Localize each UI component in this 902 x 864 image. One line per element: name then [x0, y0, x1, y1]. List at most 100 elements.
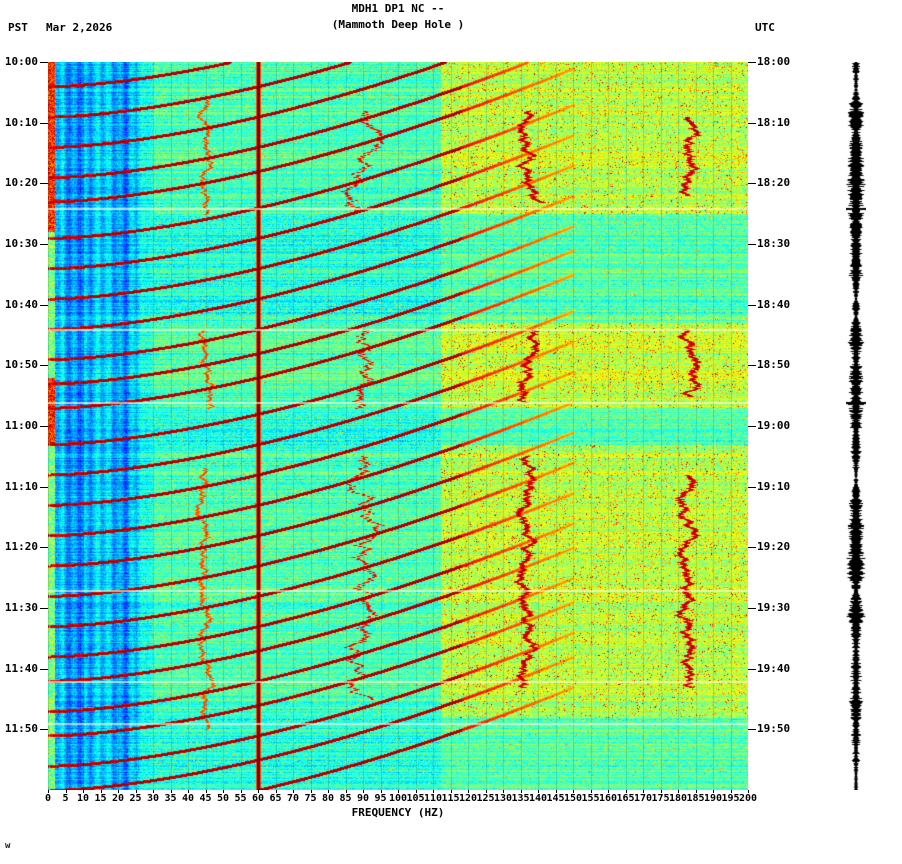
left-time-tick-label: 11:10 — [4, 479, 38, 493]
frequency-tick-mark — [590, 790, 592, 793]
right-tick-mark — [748, 426, 756, 427]
right-tick-mark — [748, 668, 756, 670]
right-time-tick-label: 19:30 — [757, 601, 791, 614]
left-time-tick-label: 11:30 — [4, 601, 38, 614]
frequency-tick-label: 90 — [356, 793, 370, 804]
left-tick-mark — [40, 62, 48, 63]
right-time-tick-label: 18:10 — [757, 115, 791, 129]
frequency-tick-label: 115 — [441, 793, 460, 804]
frequency-tick-label: 95 — [374, 793, 387, 804]
frequency-tick-mark — [643, 790, 644, 793]
right-tick-mark — [748, 365, 756, 367]
frequency-tick-label: 105 — [406, 793, 425, 804]
frequency-tick-label: 50 — [216, 793, 230, 804]
frequency-tick-label: 200 — [738, 793, 758, 804]
left-tick-mark — [40, 365, 48, 367]
frequency-tick-mark — [625, 790, 627, 793]
frequency-tick-label: 190 — [703, 793, 723, 804]
left-tick-mark — [40, 122, 48, 124]
right-tick-mark — [748, 608, 756, 609]
left-tick-mark — [40, 426, 48, 427]
frequency-tick-mark — [223, 790, 224, 793]
left-time-tick-label: 10:30 — [4, 237, 38, 250]
left-tick-mark — [40, 304, 48, 306]
frequency-tick-label: 120 — [458, 793, 478, 804]
frequency-tick-label: 10 — [76, 793, 90, 804]
frequency-tick-mark — [450, 790, 452, 793]
frequency-tick-mark — [730, 790, 732, 793]
right-time-tick-label: 19:40 — [757, 661, 791, 675]
frequency-tick-label: 35 — [164, 793, 177, 804]
frequency-tick-label: 160 — [598, 793, 618, 804]
frequency-tick-mark — [748, 790, 749, 793]
frequency-tick-mark — [520, 790, 522, 793]
frequency-tick-label: 135 — [511, 793, 530, 804]
right-time-tick-label: 19:50 — [757, 722, 791, 736]
frequency-tick-label: 175 — [651, 793, 670, 804]
frequency-tick-label: 20 — [111, 793, 125, 804]
right-time-tick-label: 18:30 — [757, 237, 791, 250]
frequency-tick-mark — [118, 790, 119, 793]
left-time-tick-label: 11:00 — [4, 419, 38, 432]
frequency-tick-label: 185 — [686, 793, 705, 804]
left-time-tick-label: 11:20 — [4, 540, 38, 554]
frequency-tick-label: 130 — [493, 793, 513, 804]
frequency-tick-mark — [345, 790, 347, 793]
page-subtitle: (Mammoth Deep Hole ) — [331, 18, 465, 31]
right-time-tick-label: 18:50 — [757, 358, 791, 372]
left-tick-mark — [40, 547, 48, 549]
right-time-tick-label: 19:00 — [757, 419, 791, 432]
left-tick-mark — [40, 668, 48, 670]
right-tick-mark — [748, 729, 756, 731]
left-tick-mark — [40, 486, 48, 488]
right-tick-mark — [748, 62, 756, 63]
left-time-tick-label: 10:40 — [4, 297, 38, 311]
frequency-tick-label: 5 — [62, 793, 69, 804]
left-time-tick-label: 10:20 — [4, 176, 38, 190]
left-tick-mark — [40, 729, 48, 731]
frequency-tick-label: 0 — [44, 793, 52, 804]
right-tick-mark — [748, 244, 756, 245]
frequency-tick-mark — [48, 790, 49, 793]
right-tick-mark — [748, 122, 756, 124]
right-tick-mark — [748, 547, 756, 549]
left-time-tick-label: 10:10 — [4, 115, 38, 129]
frequency-tick-label: 195 — [721, 793, 740, 804]
timezone-left-label: PST — [8, 21, 28, 34]
frequency-tick-mark — [310, 790, 312, 793]
frequency-tick-mark — [205, 790, 207, 793]
frequency-tick-label: 85 — [339, 793, 352, 804]
frequency-tick-label: 45 — [199, 793, 212, 804]
frequency-tick-label: 70 — [286, 793, 300, 804]
frequency-tick-mark — [678, 790, 679, 793]
frequency-tick-mark — [573, 790, 574, 793]
frequency-tick-mark — [538, 790, 539, 793]
right-tick-mark — [748, 183, 756, 185]
frequency-tick-label: 75 — [304, 793, 317, 804]
corner-mark: w — [5, 841, 11, 851]
date-label: Mar 2,2026 — [46, 21, 113, 34]
frequency-tick-label: 170 — [633, 793, 653, 804]
frequency-tick-mark — [415, 790, 417, 793]
frequency-tick-mark — [363, 790, 364, 793]
frequency-tick-mark — [328, 790, 329, 793]
right-time-tick-label: 18:00 — [757, 55, 791, 68]
frequency-tick-label: 25 — [129, 793, 142, 804]
frequency-tick-label: 60 — [251, 793, 265, 804]
waveform-strip-canvas — [846, 62, 866, 790]
right-time-tick-label: 18:20 — [757, 176, 791, 190]
frequency-tick-mark — [258, 790, 259, 793]
frequency-tick-label: 125 — [476, 793, 495, 804]
right-tick-mark — [748, 486, 756, 488]
frequency-tick-label: 165 — [616, 793, 635, 804]
timezone-right-label: UTC — [755, 21, 775, 34]
frequency-tick-mark — [293, 790, 294, 793]
right-time-tick-label: 19:10 — [757, 479, 791, 493]
frequency-tick-label: 155 — [581, 793, 600, 804]
frequency-tick-mark — [275, 790, 277, 793]
frequency-tick-mark — [503, 790, 504, 793]
frequency-tick-mark — [433, 790, 434, 793]
left-tick-mark — [40, 183, 48, 185]
frequency-tick-mark — [468, 790, 469, 793]
frequency-tick-mark — [713, 790, 714, 793]
